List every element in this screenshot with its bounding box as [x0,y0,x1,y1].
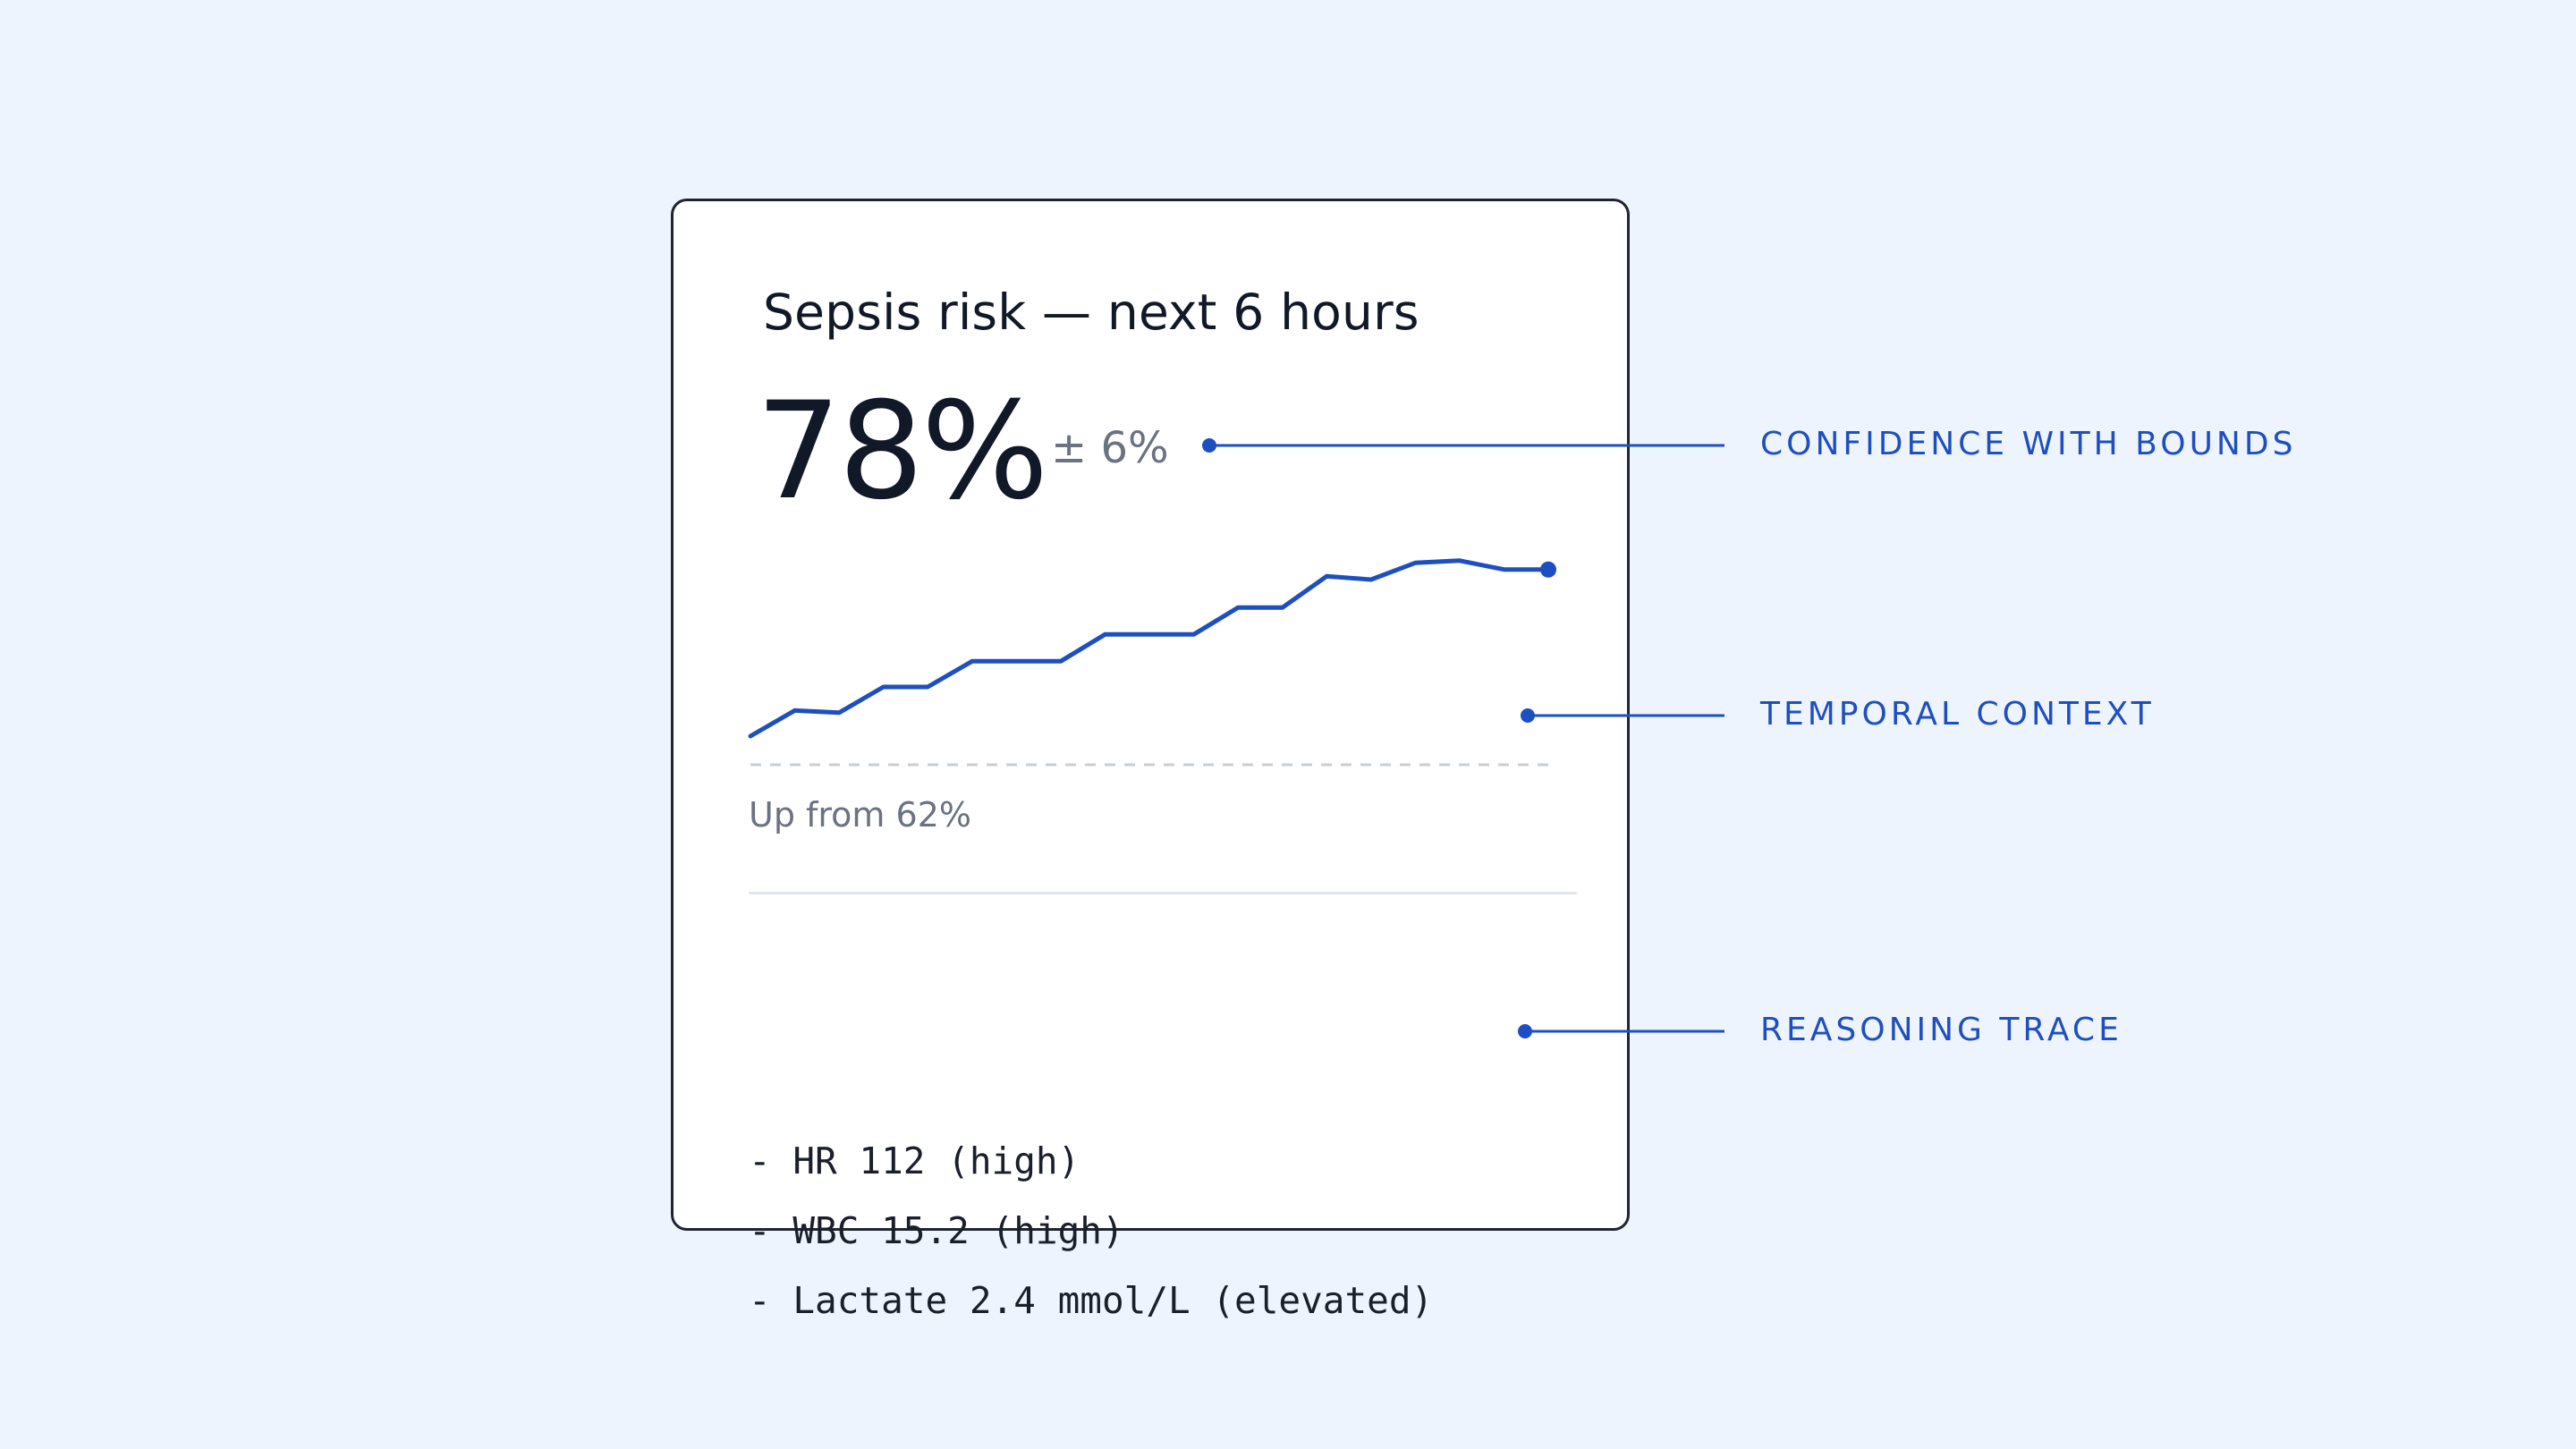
callout-label-confidence: CONFIDENCE WITH BOUNDS [1760,426,2297,462]
card-title: Sepsis risk — next 6 hours [763,284,1419,341]
callout-label-temporal: TEMPORAL CONTEXT [1760,696,2155,733]
sparkline-trend-line [748,558,1551,739]
sparkline-current-point [1540,561,1556,578]
callout-label-reasoning: REASONING TRACE [1760,1012,2123,1048]
reasoning-item-wbc: - WBC 15.2 (high) [749,1209,1124,1252]
risk-percentage: 78% [756,374,1048,530]
reasoning-item-lactate: - Lactate 2.4 mmol/L (elevated) [749,1279,1434,1322]
trend-change-note: Up from 62% [749,795,971,835]
reasoning-item-hr: - HR 112 (high) [749,1140,1080,1182]
section-divider [749,892,1577,894]
confidence-bounds: ± 6% [1051,423,1169,473]
reasoning-trace-list: - HR 112 (high) - WBC 15.2 (high) - Lact… [749,1126,1433,1335]
risk-trend-sparkline [748,558,1556,767]
sepsis-risk-card: Sepsis risk — next 6 hours 78% ± 6% Up f… [671,199,1630,1322]
